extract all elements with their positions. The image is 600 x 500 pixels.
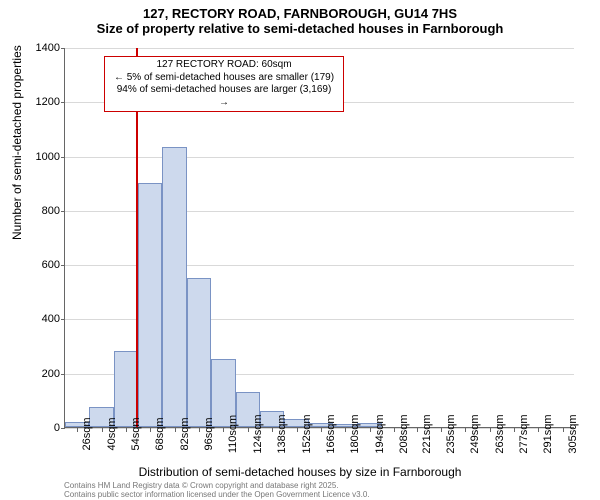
x-tick-label: 291sqm	[542, 414, 554, 453]
y-tick-mark	[61, 428, 65, 429]
x-tick-label: 82sqm	[179, 417, 191, 450]
x-tick-label: 138sqm	[276, 414, 288, 453]
y-tick-mark	[61, 374, 65, 375]
chart-footer: Contains HM Land Registry data © Crown c…	[64, 481, 370, 499]
x-tick-mark	[563, 428, 564, 432]
chart-title-block: 127, RECTORY ROAD, FARNBOROUGH, GU14 7HS…	[0, 0, 600, 36]
y-tick-label: 1400	[20, 42, 60, 54]
x-tick-mark	[394, 428, 395, 432]
x-tick-mark	[417, 428, 418, 432]
histogram-bar	[162, 147, 186, 427]
x-tick-mark	[538, 428, 539, 432]
histogram-bar	[138, 183, 162, 427]
x-tick-label: 180sqm	[349, 414, 361, 453]
x-tick-mark	[199, 428, 200, 432]
footer-line-1: Contains HM Land Registry data © Crown c…	[64, 481, 370, 490]
y-tick-label: 1200	[20, 96, 60, 108]
y-tick-mark	[61, 319, 65, 320]
x-tick-mark	[272, 428, 273, 432]
x-tick-mark	[248, 428, 249, 432]
x-tick-label: 277sqm	[518, 414, 530, 453]
x-tick-label: 305sqm	[567, 414, 579, 453]
x-tick-label: 249sqm	[469, 414, 481, 453]
histogram-bar	[114, 351, 138, 427]
gridline	[65, 157, 574, 158]
gridline	[65, 48, 574, 49]
chart-title: 127, RECTORY ROAD, FARNBOROUGH, GU14 7HS	[0, 6, 600, 21]
x-tick-mark	[77, 428, 78, 432]
x-tick-mark	[370, 428, 371, 432]
y-tick-mark	[61, 265, 65, 266]
y-tick-mark	[61, 157, 65, 158]
y-tick-label: 400	[20, 313, 60, 325]
x-tick-mark	[490, 428, 491, 432]
annotation-line-1: 127 RECTORY ROAD: 60sqm	[111, 59, 337, 72]
annotation-line-2: ← 5% of semi-detached houses are smaller…	[111, 72, 337, 85]
x-tick-mark	[223, 428, 224, 432]
y-tick-mark	[61, 48, 65, 49]
x-tick-label: 26sqm	[81, 417, 93, 450]
y-tick-mark	[61, 102, 65, 103]
x-tick-label: 110sqm	[227, 415, 239, 453]
annotation-line-3: 94% of semi-detached houses are larger (…	[111, 84, 337, 109]
x-axis-title: Distribution of semi-detached houses by …	[0, 465, 600, 479]
y-tick-label: 600	[20, 259, 60, 271]
footer-line-2: Contains public sector information licen…	[64, 490, 370, 499]
chart-subtitle: Size of property relative to semi-detach…	[0, 21, 600, 36]
x-tick-label: 235sqm	[445, 414, 457, 453]
x-tick-mark	[126, 428, 127, 432]
x-tick-label: 96sqm	[203, 417, 215, 450]
x-tick-mark	[345, 428, 346, 432]
x-tick-label: 152sqm	[301, 414, 313, 453]
x-tick-mark	[150, 428, 151, 432]
x-tick-mark	[102, 428, 103, 432]
x-tick-label: 263sqm	[494, 414, 506, 453]
x-tick-label: 166sqm	[325, 414, 337, 453]
x-tick-label: 124sqm	[252, 414, 264, 453]
x-tick-mark	[175, 428, 176, 432]
y-tick-mark	[61, 211, 65, 212]
x-tick-mark	[321, 428, 322, 432]
histogram-bar	[187, 278, 211, 427]
x-tick-label: 54sqm	[130, 417, 142, 450]
chart-area: 020040060080010001200140026sqm40sqm54sqm…	[64, 48, 574, 428]
y-tick-label: 200	[20, 368, 60, 380]
y-tick-label: 1000	[20, 151, 60, 163]
x-tick-mark	[441, 428, 442, 432]
x-tick-mark	[465, 428, 466, 432]
x-tick-mark	[297, 428, 298, 432]
x-tick-mark	[514, 428, 515, 432]
highlight-annotation: 127 RECTORY ROAD: 60sqm ← 5% of semi-det…	[104, 56, 344, 112]
x-tick-label: 40sqm	[106, 417, 118, 450]
y-tick-label: 800	[20, 205, 60, 217]
x-tick-label: 68sqm	[154, 417, 166, 450]
y-tick-label: 0	[20, 422, 60, 434]
x-tick-label: 194sqm	[374, 414, 386, 453]
x-tick-label: 208sqm	[398, 414, 410, 453]
x-tick-label: 221sqm	[421, 414, 433, 453]
